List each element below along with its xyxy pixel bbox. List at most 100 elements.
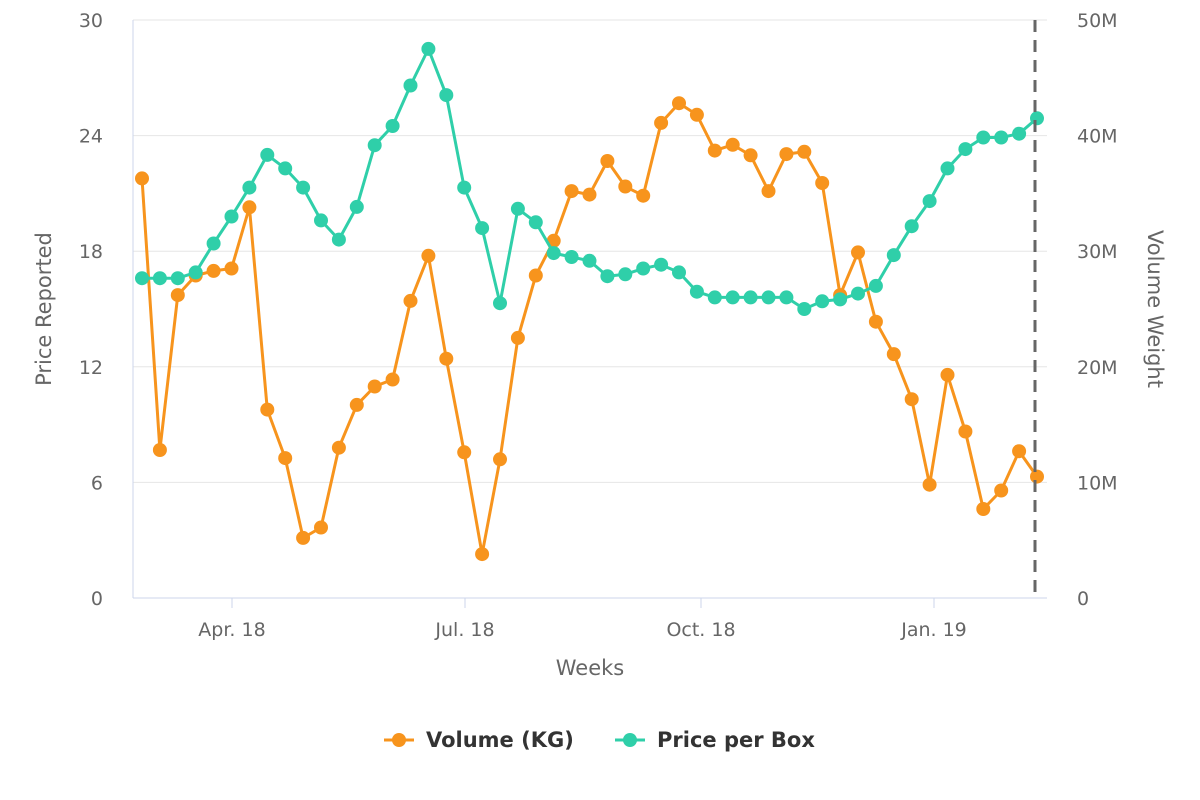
data-point[interactable] bbox=[689, 284, 704, 299]
data-point[interactable] bbox=[564, 250, 579, 264]
data-point[interactable] bbox=[135, 171, 149, 186]
data-point[interactable] bbox=[672, 96, 686, 111]
data-point[interactable] bbox=[296, 180, 311, 195]
data-point[interactable] bbox=[1012, 444, 1027, 459]
data-point[interactable] bbox=[510, 330, 525, 345]
data-point[interactable] bbox=[618, 267, 633, 282]
data-point[interactable] bbox=[135, 271, 149, 286]
data-point[interactable] bbox=[707, 143, 722, 158]
data-point[interactable] bbox=[654, 115, 669, 130]
data-point[interactable] bbox=[868, 278, 883, 293]
data-point[interactable] bbox=[582, 187, 597, 202]
data-point[interactable] bbox=[922, 477, 937, 492]
data-point[interactable] bbox=[994, 483, 1009, 498]
data-point[interactable] bbox=[296, 530, 311, 545]
data-point[interactable] bbox=[493, 296, 507, 311]
data-point[interactable] bbox=[815, 294, 830, 309]
data-point[interactable] bbox=[743, 148, 758, 163]
data-point[interactable] bbox=[475, 547, 490, 562]
data-point[interactable] bbox=[904, 219, 919, 234]
data-point[interactable] bbox=[314, 520, 328, 535]
data-point[interactable] bbox=[188, 265, 203, 280]
data-point[interactable] bbox=[600, 154, 615, 168]
data-point[interactable] bbox=[958, 424, 973, 439]
data-point[interactable] bbox=[904, 392, 919, 407]
data-point[interactable] bbox=[314, 213, 328, 228]
data-point[interactable] bbox=[278, 451, 293, 466]
data-point[interactable] bbox=[457, 180, 472, 195]
data-point[interactable] bbox=[528, 268, 543, 283]
data-point[interactable] bbox=[779, 147, 794, 162]
data-point[interactable] bbox=[618, 179, 633, 194]
data-point[interactable] bbox=[636, 261, 651, 276]
data-point[interactable] bbox=[743, 290, 758, 305]
data-point[interactable] bbox=[600, 269, 615, 284]
data-point[interactable] bbox=[331, 440, 346, 455]
data-point[interactable] bbox=[528, 215, 543, 230]
data-point[interactable] bbox=[439, 88, 454, 103]
data-point[interactable] bbox=[475, 221, 490, 236]
data-point[interactable] bbox=[582, 253, 597, 268]
data-point[interactable] bbox=[851, 245, 865, 260]
data-point[interactable] bbox=[260, 402, 275, 417]
data-point[interactable] bbox=[403, 78, 418, 93]
data-point[interactable] bbox=[493, 452, 507, 467]
data-point[interactable] bbox=[152, 443, 167, 457]
data-point[interactable] bbox=[510, 201, 525, 216]
data-point[interactable] bbox=[546, 246, 561, 261]
legend-item-price[interactable]: Price per Box bbox=[615, 728, 815, 752]
data-point[interactable] bbox=[331, 232, 346, 247]
data-point[interactable] bbox=[457, 445, 472, 460]
data-point[interactable] bbox=[385, 372, 400, 387]
data-point[interactable] bbox=[403, 293, 418, 308]
data-point[interactable] bbox=[958, 142, 973, 157]
data-point[interactable] bbox=[868, 314, 883, 329]
data-point[interactable] bbox=[206, 236, 221, 251]
data-point[interactable] bbox=[761, 184, 776, 199]
data-point[interactable] bbox=[886, 347, 901, 362]
data-point[interactable] bbox=[994, 130, 1009, 145]
data-point[interactable] bbox=[170, 271, 185, 286]
data-point[interactable] bbox=[1030, 469, 1044, 484]
data-point[interactable] bbox=[224, 261, 239, 276]
data-point[interactable] bbox=[976, 502, 991, 516]
data-point[interactable] bbox=[206, 263, 221, 278]
legend-item-volume[interactable]: Volume (KG) bbox=[384, 728, 574, 752]
data-point[interactable] bbox=[833, 292, 848, 307]
data-point[interactable] bbox=[797, 302, 812, 316]
data-point[interactable] bbox=[242, 200, 257, 215]
data-point[interactable] bbox=[940, 367, 955, 382]
data-point[interactable] bbox=[707, 290, 722, 305]
data-point[interactable] bbox=[940, 161, 955, 176]
data-point[interactable] bbox=[976, 130, 991, 145]
data-point[interactable] bbox=[421, 41, 436, 56]
data-point[interactable] bbox=[385, 119, 400, 133]
data-point[interactable] bbox=[278, 161, 293, 176]
data-point[interactable] bbox=[242, 180, 257, 195]
data-point[interactable] bbox=[439, 351, 454, 366]
data-point[interactable] bbox=[564, 184, 579, 199]
data-point[interactable] bbox=[761, 290, 776, 305]
data-point[interactable] bbox=[421, 248, 436, 263]
data-point[interactable] bbox=[779, 290, 794, 305]
data-point[interactable] bbox=[367, 379, 382, 394]
data-point[interactable] bbox=[224, 209, 239, 224]
data-point[interactable] bbox=[797, 144, 812, 159]
data-point[interactable] bbox=[922, 194, 937, 209]
data-point[interactable] bbox=[1030, 111, 1044, 126]
data-point[interactable] bbox=[815, 176, 830, 190]
data-point[interactable] bbox=[725, 290, 740, 305]
data-point[interactable] bbox=[349, 199, 364, 214]
data-point[interactable] bbox=[1012, 126, 1027, 141]
data-point[interactable] bbox=[689, 107, 704, 122]
data-point[interactable] bbox=[636, 188, 651, 203]
data-point[interactable] bbox=[654, 257, 669, 272]
data-point[interactable] bbox=[725, 137, 740, 152]
data-point[interactable] bbox=[672, 265, 686, 280]
data-point[interactable] bbox=[349, 397, 364, 412]
data-point[interactable] bbox=[851, 286, 865, 301]
data-point[interactable] bbox=[367, 138, 382, 153]
data-point[interactable] bbox=[152, 271, 167, 286]
data-point[interactable] bbox=[886, 248, 901, 263]
data-point[interactable] bbox=[260, 147, 275, 162]
